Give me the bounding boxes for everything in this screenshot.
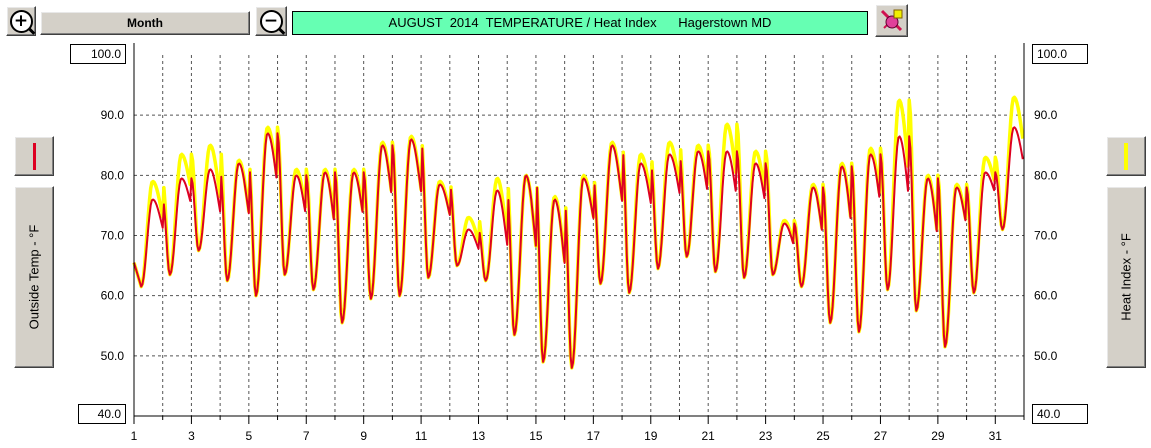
x-tick-label: 31	[989, 429, 1003, 443]
x-tick-label: 11	[415, 429, 428, 443]
temp-series-swatch-button[interactable]	[14, 136, 54, 176]
y-tick-label-left: 60.0	[101, 289, 125, 303]
y-tick-label-left: 70.0	[101, 229, 125, 243]
x-tick-label: 9	[360, 429, 367, 443]
y-tick-label-left: 80.0	[101, 168, 125, 182]
zoom-in-button[interactable]: +	[6, 6, 36, 36]
x-tick-label: 13	[472, 429, 486, 443]
y-tick-label-right: 60.0	[1034, 289, 1058, 303]
chart-title: AUGUST 2014 TEMPERATURE / Heat Index Hag…	[292, 11, 868, 35]
series-line-outside-temp	[133, 126, 1024, 369]
heat-series-swatch-button[interactable]	[1106, 136, 1146, 176]
x-tick-label: 5	[245, 429, 252, 443]
x-tick-label: 15	[529, 429, 543, 443]
x-tick-label: 19	[644, 429, 658, 443]
y-tick-right-40: 40.0	[1032, 404, 1088, 424]
x-tick-label: 17	[587, 429, 601, 443]
x-tick-label: 1	[131, 429, 138, 443]
heat-series-swatch	[1124, 142, 1128, 170]
temp-axis-label-button[interactable]: Outside Temp - °F	[14, 186, 54, 368]
x-tick-label: 25	[816, 429, 830, 443]
y-tick-label-right: 50.0	[1034, 349, 1058, 363]
heat-axis-label-button[interactable]: Heat Index - °F	[1106, 186, 1146, 368]
x-tick-label: 29	[931, 429, 945, 443]
y-tick-label-right: 90.0	[1034, 108, 1058, 122]
y-tick-left-100: 100.0	[70, 44, 126, 64]
period-select-button[interactable]: Month	[40, 11, 250, 35]
x-tick-label: 27	[874, 429, 888, 443]
y-tick-label-right: 80.0	[1034, 168, 1058, 182]
x-tick-label: 7	[303, 429, 310, 443]
y-tick-label-left: 90.0	[101, 108, 125, 122]
y-tick-right-100: 100.0	[1032, 44, 1088, 64]
y-tick-label-left: 50.0	[101, 349, 125, 363]
x-tick-label: 21	[702, 429, 716, 443]
paint-palette-icon	[880, 9, 902, 31]
temp-series-swatch	[32, 142, 36, 170]
x-tick-label: 23	[759, 429, 773, 443]
x-tick-label: 3	[188, 429, 195, 443]
zoom-in-icon: +	[9, 9, 33, 33]
y-tick-label-right: 70.0	[1034, 229, 1058, 243]
zoom-out-icon: −	[259, 9, 283, 33]
zoom-out-button[interactable]: −	[255, 6, 287, 36]
y-tick-left-40: 40.0	[78, 404, 126, 424]
chart-options-button[interactable]	[875, 4, 908, 37]
